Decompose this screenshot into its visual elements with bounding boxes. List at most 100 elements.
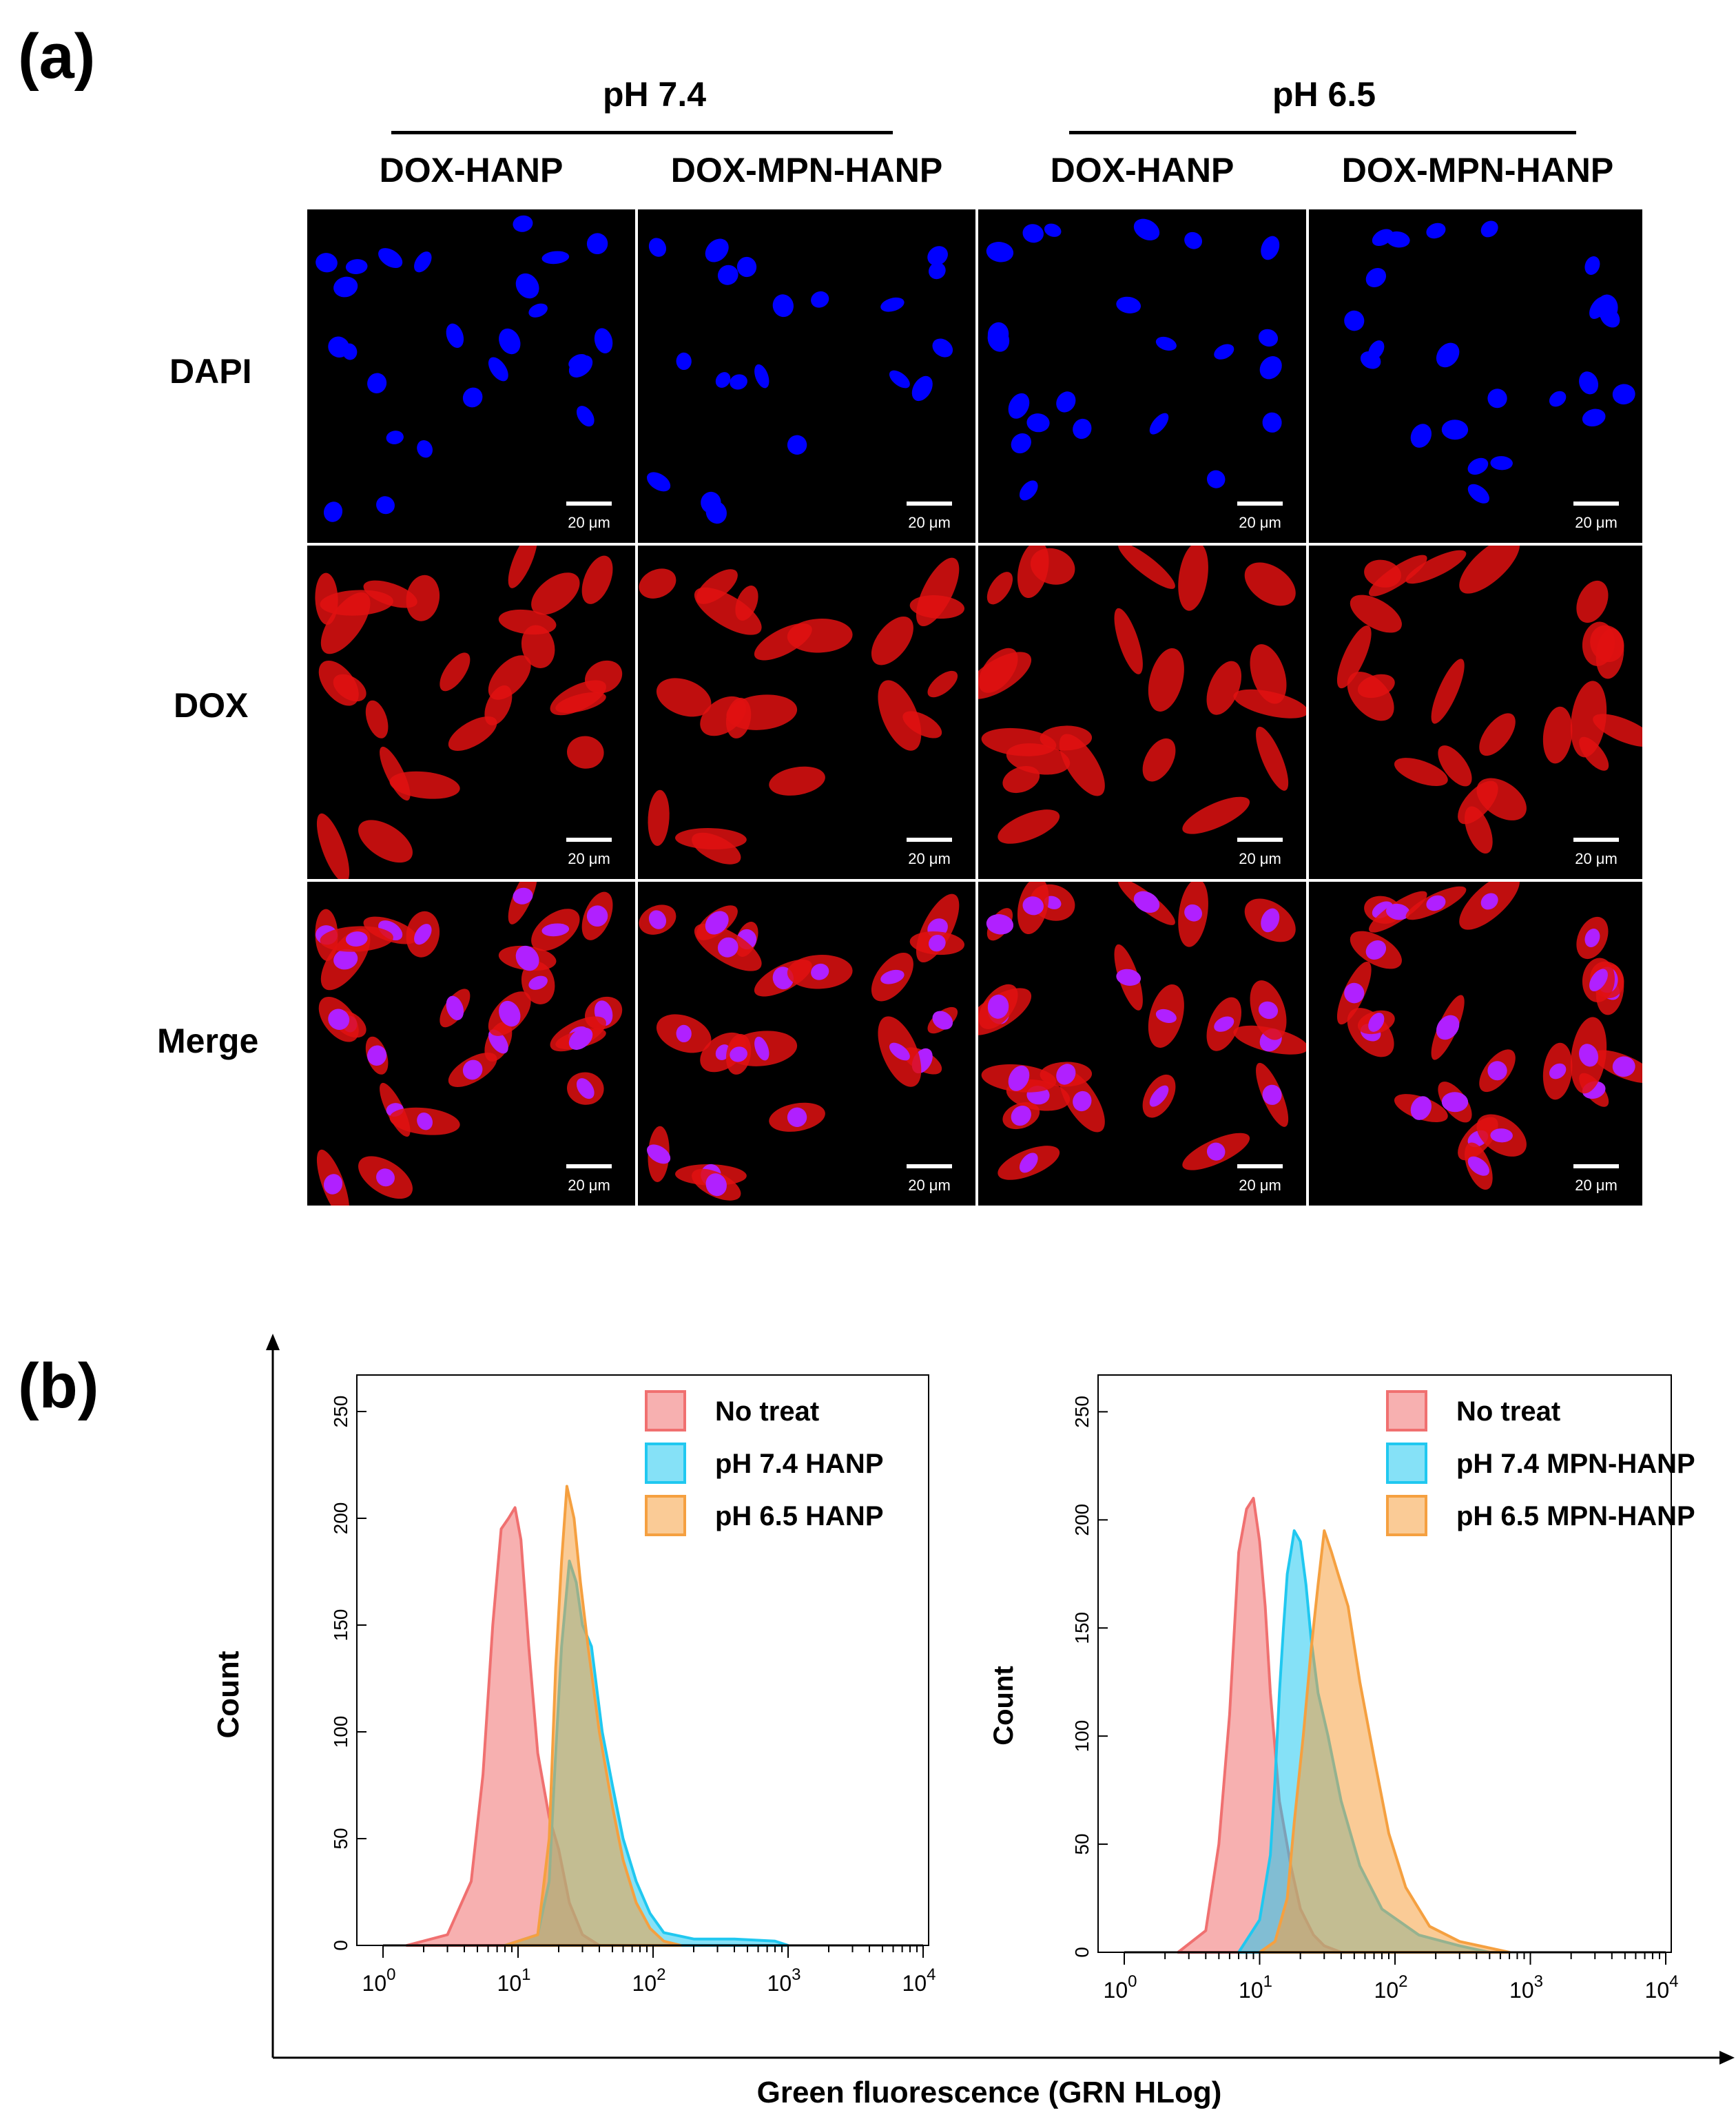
cell-nucleus [1584, 929, 1600, 947]
cell-nucleus [345, 931, 368, 947]
cell-nucleus [1436, 1015, 1460, 1040]
cell-nucleus [345, 259, 368, 274]
cell-body [787, 619, 853, 653]
cell-nucleus [730, 1046, 747, 1062]
cell-nucleus [736, 256, 757, 278]
cell-nucleus [513, 215, 533, 232]
cell-body [1244, 562, 1296, 606]
cell-body [1369, 555, 1427, 597]
cell-body [521, 625, 555, 668]
cell-nucleus [676, 352, 692, 371]
cell-body [358, 820, 413, 863]
cell-nucleus [488, 1029, 508, 1054]
x-tick-label: 103 [767, 1965, 801, 1996]
cell-nucleus [1582, 409, 1606, 427]
legend-swatch-2 [1386, 1443, 1427, 1484]
cell-nucleus [1022, 224, 1044, 243]
outer-x-arrowhead [1719, 2051, 1735, 2065]
scale-bar [907, 1164, 952, 1168]
scale-bar [907, 838, 952, 842]
cell-body [1233, 689, 1306, 719]
cell-body [318, 661, 359, 706]
column-header-2: DOX-MPN-HANP [670, 151, 943, 189]
cell-nucleus [316, 253, 338, 273]
x-tick-label: 104 [902, 1965, 936, 1996]
cell-body [1148, 648, 1184, 712]
cell-body [389, 771, 460, 799]
cell-body [1002, 765, 1040, 794]
outer-y-arrowhead [266, 1334, 280, 1350]
cell-nucleus [1155, 336, 1177, 351]
scale-bar-label: 20 μm [568, 850, 610, 867]
cell-nucleus [528, 975, 548, 990]
ph-group-bar-1 [391, 131, 893, 134]
scale-bar [1573, 502, 1619, 506]
y-tick-label: 0 [1071, 1947, 1093, 1958]
cell-body [1118, 546, 1175, 589]
cell-nucleus [911, 375, 933, 402]
cell-nucleus [414, 924, 432, 945]
x-tick-label: 100 [362, 1965, 396, 1996]
cell-nucleus [1480, 220, 1498, 238]
cell-nucleus [811, 291, 829, 308]
cell-nucleus [488, 357, 508, 382]
cell-nucleus [1344, 310, 1365, 331]
y-tick-label: 50 [1071, 1833, 1093, 1854]
cell-body [531, 572, 580, 615]
scale-bar [566, 838, 612, 842]
cell-nucleus [986, 242, 1014, 262]
cell-nucleus [367, 373, 387, 393]
cell-body [998, 809, 1060, 844]
scale-bar [907, 502, 952, 506]
cell-nucleus [499, 328, 521, 355]
cell-nucleus [1056, 391, 1076, 413]
cell-nucleus [328, 336, 350, 358]
cell-body [1182, 796, 1250, 834]
y-tick-label: 250 [1071, 1396, 1093, 1428]
cell-body [406, 575, 440, 621]
cell-body [1114, 608, 1143, 674]
cell-nucleus [576, 1078, 595, 1099]
x-axis-title: Green fluorescence (GRN HLog) [757, 2076, 1222, 2109]
cell-nucleus [462, 387, 483, 408]
cell-nucleus [333, 949, 358, 970]
cell-nucleus [754, 1036, 769, 1061]
cell-nucleus [323, 502, 343, 522]
cell-body [555, 692, 606, 713]
column-header-3: DOX-HANP [1050, 151, 1234, 189]
image-dox-col-4: 20 μm [1309, 546, 1642, 879]
panel-a-label: (a) [18, 21, 96, 92]
cell-nucleus [1262, 1084, 1282, 1105]
legend-label-2: pH 7.4 HANP [715, 1449, 884, 1479]
y-tick-label: 200 [330, 1502, 351, 1535]
cell-body [1142, 738, 1176, 782]
scale-bar-label: 20 μm [1575, 850, 1618, 867]
cell-body [508, 546, 538, 588]
cell-nucleus [1133, 891, 1160, 913]
cell-nucleus [1467, 484, 1489, 504]
cell-nucleus [1467, 1156, 1489, 1176]
cell-nucleus [1612, 1056, 1635, 1077]
ph-group-label-2: pH 6.5 [1272, 75, 1376, 114]
cell-nucleus [499, 1000, 521, 1027]
cell-nucleus [787, 1107, 807, 1127]
cell-nucleus [705, 501, 727, 524]
cell-nucleus [927, 246, 948, 266]
histogram-chart-hanp: 0 50 100 150 200 250 100 101 102 103 104 No treat pH… [330, 1374, 936, 1996]
cell-nucleus [787, 435, 807, 455]
image-dapi-col-3: 20 μm [978, 209, 1306, 543]
image-dox-col-1: 20 μm [307, 546, 635, 879]
cell-nucleus [1426, 223, 1446, 239]
cell-nucleus [328, 1009, 350, 1030]
cell-body [1357, 674, 1395, 699]
cell-body [1479, 713, 1516, 756]
cell-body [927, 670, 958, 698]
cell-nucleus [754, 364, 769, 389]
cell-nucleus [1206, 1142, 1226, 1161]
cell-nucleus [646, 472, 671, 492]
row-label-dapi: DAPI [169, 352, 252, 391]
cell-nucleus [1019, 1152, 1038, 1173]
column-header-1: DOX-HANP [379, 151, 564, 189]
scale-bar [1237, 1164, 1283, 1168]
legend-label-2: pH 7.4 MPN-HANP [1456, 1449, 1695, 1479]
